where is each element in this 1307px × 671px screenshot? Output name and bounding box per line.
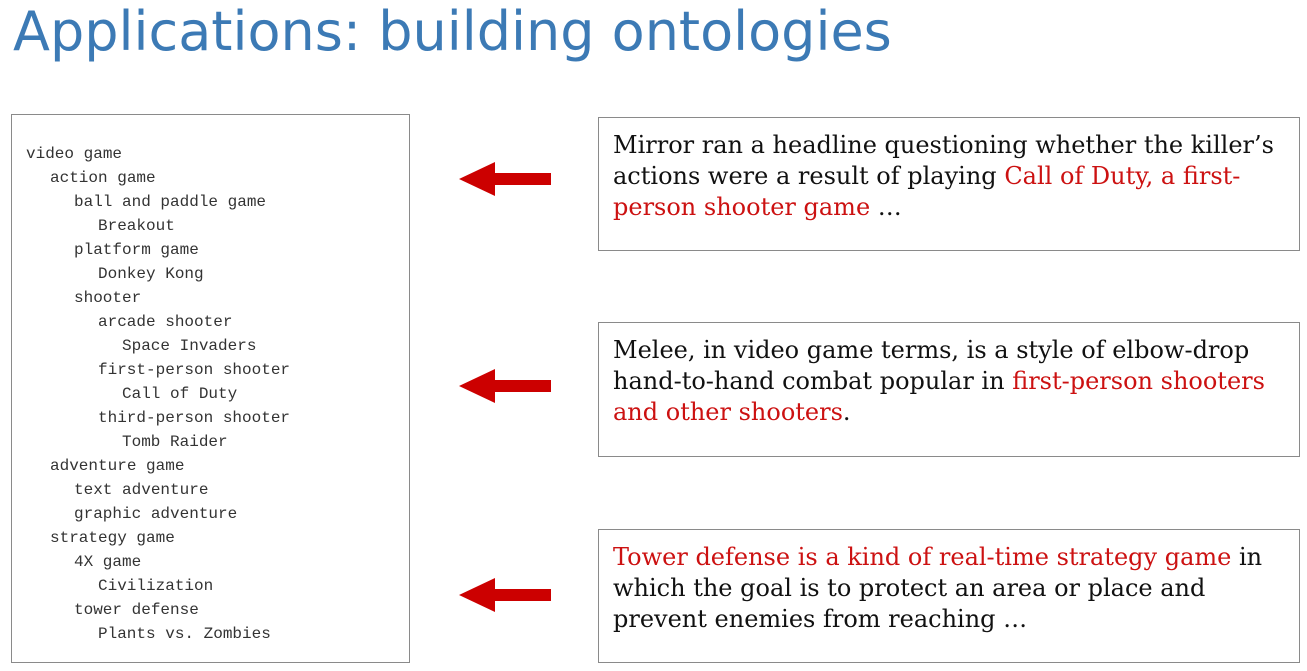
tree-node: adventure game: [50, 457, 185, 475]
quote-highlight: Call of Duty, a first-person shooter gam…: [613, 162, 1241, 221]
tree-node: text adventure: [74, 481, 209, 499]
tree-node: Donkey Kong: [98, 265, 204, 283]
ontology-tree: video game action game ball and paddle gam…: [26, 142, 290, 646]
quote-text: Tower defense is a kind of real-time str…: [613, 542, 1285, 635]
tree-node: Plants vs. Zombies: [98, 625, 271, 643]
tree-node: ball and paddle game: [74, 193, 267, 211]
slide-title: Applications: building ontologies: [13, 0, 892, 63]
quote-text: Melee, in video game terms, is a style o…: [613, 335, 1285, 428]
quote-text-after: in which the goal is to protect an area …: [613, 543, 1263, 633]
quote-box-tower-defense: Tower defense is a kind of real-time str…: [598, 529, 1300, 663]
quote-highlight: first-person shooters and other shooters: [613, 367, 1265, 426]
quote-text-before: Mirror ran a headline questioning whethe…: [613, 131, 1274, 190]
tree-node: action game: [50, 169, 156, 187]
tree-node: Breakout: [98, 217, 175, 235]
tree-node: shooter: [74, 289, 142, 307]
tree-node: graphic adventure: [74, 505, 238, 523]
quote-text: Mirror ran a headline questioning whethe…: [613, 130, 1285, 223]
tree-node: Space Invaders: [122, 337, 257, 355]
tree-node: 4X game: [74, 553, 142, 571]
left-arrow-icon: [459, 162, 551, 196]
ontology-tree-box: video game action game ball and paddle gam…: [11, 114, 410, 663]
tree-node: strategy game: [50, 529, 175, 547]
quote-text-after: …: [870, 193, 902, 221]
tree-node: arcade shooter: [98, 313, 233, 331]
quote-box-melee: Melee, in video game terms, is a style o…: [598, 322, 1300, 457]
quote-text-before: Melee, in video game terms, is a style o…: [613, 336, 1250, 395]
tree-node: tower defense: [74, 601, 199, 619]
tree-node: Tomb Raider: [122, 433, 228, 451]
tree-node: first-person shooter: [98, 361, 291, 379]
left-arrow-icon: [459, 578, 551, 612]
quote-highlight: Tower defense is a kind of real-time str…: [613, 543, 1232, 571]
tree-node: Civilization: [98, 577, 214, 595]
tree-node: video game: [26, 145, 123, 163]
quote-text-after: .: [842, 398, 851, 426]
quote-box-call-of-duty: Mirror ran a headline questioning whethe…: [598, 117, 1300, 251]
tree-node: third-person shooter: [98, 409, 291, 427]
tree-node: platform game: [74, 241, 199, 259]
left-arrow-icon: [459, 369, 551, 403]
tree-node: Call of Duty: [122, 385, 238, 403]
